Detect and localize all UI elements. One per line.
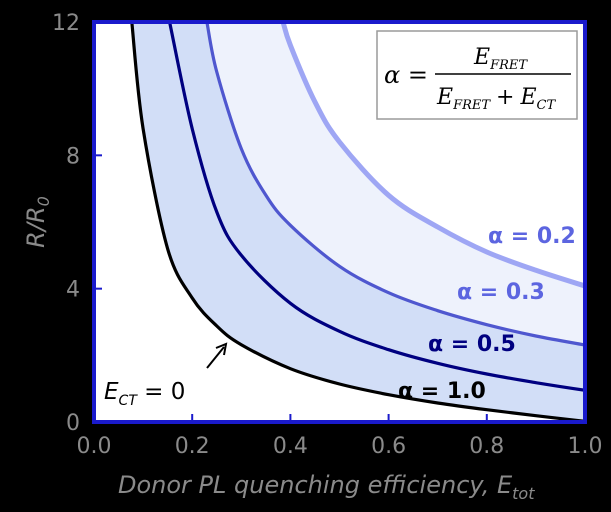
- fill-band-outer: [206, 22, 585, 345]
- x-axis-title: Donor PL quenching efficiency, Etot: [118, 471, 535, 503]
- equation-denominator: EFRET + ECT: [436, 85, 556, 113]
- ect-annotation-label: ECT = 0: [104, 379, 185, 409]
- series-line-alpha-1: [130, 22, 585, 422]
- series-lines: [130, 22, 585, 422]
- plot-frame: [92, 20, 587, 424]
- ect-annotation: ECT = 0: [104, 342, 228, 409]
- x-tick-label: 0.8: [469, 434, 504, 459]
- ect-annotation-arrow: [206, 346, 225, 369]
- y-tick-label: 4: [66, 278, 80, 303]
- curve-label-alpha-0.2: α = 0.2: [488, 224, 576, 249]
- x-tick-label: 0.2: [175, 434, 210, 459]
- equation-lhs: α =: [384, 61, 428, 89]
- x-tick-label: 0.4: [273, 434, 308, 459]
- series-line-alpha-0.3: [205, 22, 585, 347]
- series-line-alpha-0.2: [280, 22, 585, 289]
- equation-frame: [376, 30, 578, 120]
- y-tick-label: 0: [66, 411, 80, 436]
- y-tick-label: 12: [52, 11, 80, 36]
- x-tick-label: 1.0: [568, 434, 603, 459]
- y-axis-title: R/R0: [22, 196, 53, 248]
- curve-label-alpha-0.5: α = 0.5: [428, 332, 516, 357]
- equation-numerator: EFRET: [473, 45, 528, 73]
- tick-labels: 0.0 0.2 0.4 0.6 0.8 1.0 0 4 8 12: [52, 11, 603, 459]
- y-tick-label: 8: [66, 144, 80, 169]
- curve-label-alpha-1.0: α = 1.0: [398, 379, 486, 404]
- equation-box: α = EFRET EFRET + ECT: [376, 30, 578, 120]
- x-tick-label: 0.6: [371, 434, 406, 459]
- equation-numerator-sub: FRET: [489, 58, 528, 73]
- axis-ticks: [93, 21, 586, 423]
- curve-label-alpha-0.3: α = 0.3: [457, 280, 545, 305]
- ect-annotation-arrowhead: [215, 342, 228, 356]
- x-tick-label: 0.0: [77, 434, 112, 459]
- series-line-alpha-0.5: [168, 22, 585, 392]
